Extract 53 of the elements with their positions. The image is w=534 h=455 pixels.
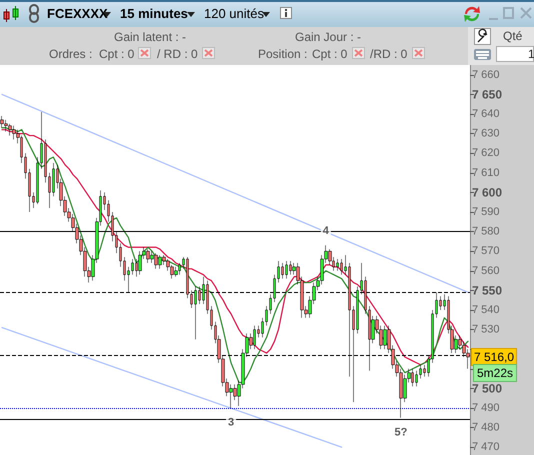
candlestick	[0, 116, 4, 128]
candlestick	[174, 266, 178, 277]
y-tick-label: 7 660	[472, 68, 500, 81]
candlestick	[146, 248, 150, 264]
y-tick-label: 7 640	[472, 108, 500, 120]
text: 5m22s	[477, 366, 514, 380]
y-tick-label: 7 540	[472, 304, 500, 316]
candlestick	[340, 258, 343, 275]
y-tick-label: 7 630	[472, 128, 500, 140]
y-tick-label: 7 530	[472, 324, 500, 336]
text: 120 unités	[204, 6, 264, 21]
candlestick	[336, 258, 339, 272]
candlestick	[154, 252, 158, 270]
text: Gain Jour : -	[295, 30, 362, 44]
y-tick-label: 7 650	[472, 87, 502, 102]
text: FCEXXXX	[47, 6, 108, 21]
candlestick	[158, 254, 162, 270]
y-tick-label: 7 620	[472, 147, 500, 160]
y-tick-label: 7 480	[472, 422, 500, 434]
text: Gain latent : -	[114, 30, 186, 44]
candlestick	[383, 325, 387, 350]
text: Qté	[503, 29, 522, 43]
text: 4	[322, 224, 329, 237]
candlestick	[411, 368, 414, 387]
text: 1	[528, 47, 534, 61]
candlestick	[289, 260, 292, 275]
text: Ordres :	[49, 47, 92, 61]
text: /RD : 0	[370, 47, 408, 61]
y-tick-label: 7 580	[472, 226, 500, 238]
candlestick	[253, 325, 256, 350]
text: 5?	[394, 426, 408, 438]
y-tick-label: 7 600	[472, 185, 502, 200]
text: / RD : 0	[157, 47, 198, 61]
candlestick	[281, 262, 284, 279]
text: 15 minutes	[120, 6, 188, 21]
y-tick-label: 7 560	[472, 264, 500, 277]
text: Cpt : 0	[312, 47, 348, 61]
y-tick-label: 7 550	[472, 283, 502, 298]
y-tick-label: 7 490	[472, 402, 500, 414]
text: Position :	[258, 47, 308, 61]
text: 3	[228, 416, 234, 428]
y-tick-label: 7 470	[472, 441, 500, 454]
candlestick	[8, 124, 12, 136]
candlestick	[285, 260, 288, 279]
y-tick-label: 7 590	[472, 206, 500, 218]
candlestick	[4, 120, 8, 132]
y-tick-label: 7 570	[472, 245, 500, 258]
y-tick-label: 7 610	[472, 166, 500, 179]
text: 7 516,0	[474, 350, 514, 364]
candlestick	[138, 250, 142, 275]
y-tick-label: 7 500	[472, 381, 502, 396]
text: Cpt : 0	[99, 47, 134, 61]
candlestick	[12, 126, 16, 140]
